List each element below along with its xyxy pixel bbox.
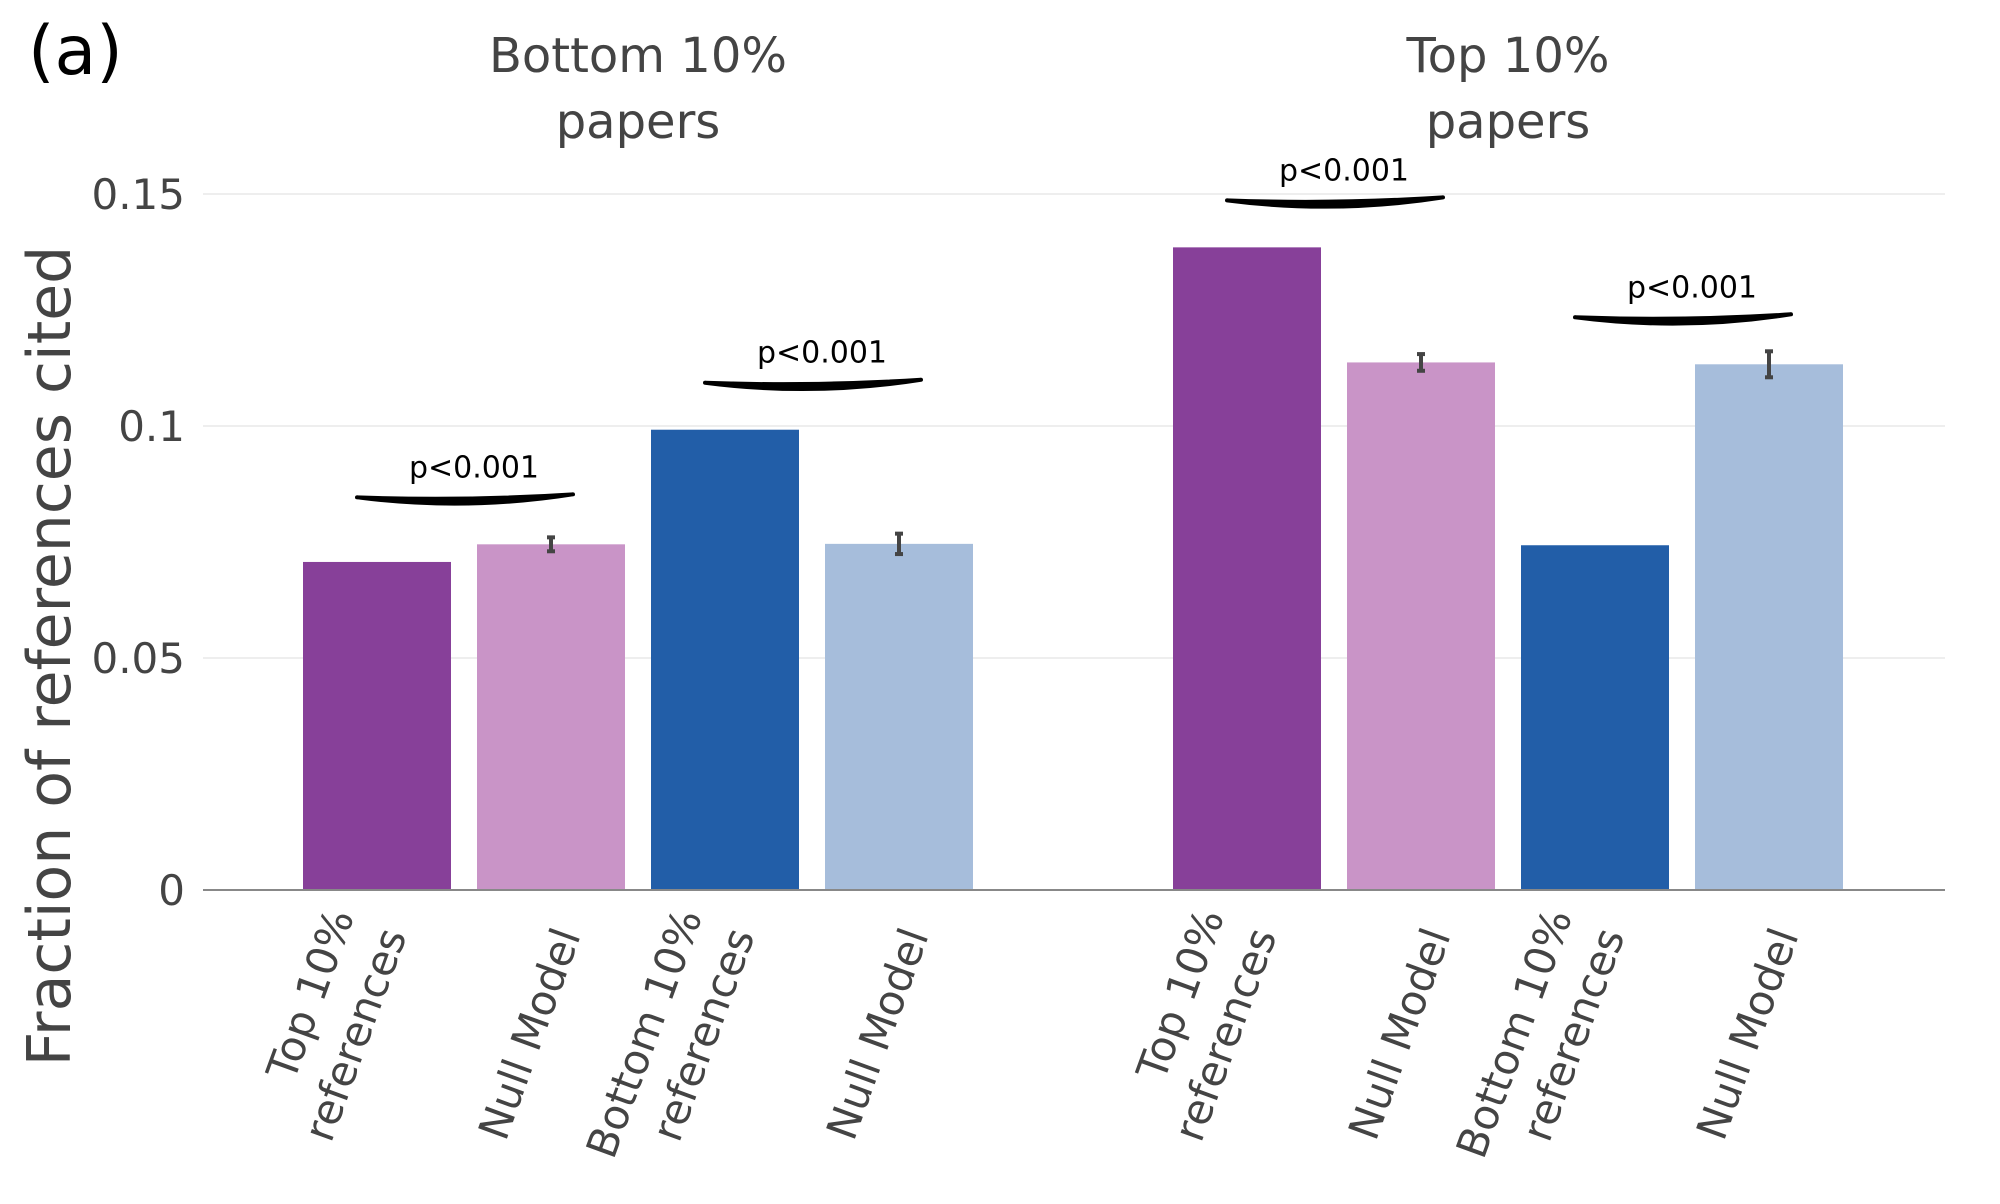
y-axis-label: Fraction of references cited (15, 246, 85, 1067)
x-tick-label: Null Model (817, 922, 939, 1146)
bar (1173, 247, 1321, 891)
error-bar (1765, 349, 1773, 380)
bar (477, 544, 625, 890)
significance-annotation: p<0.001 (1573, 270, 1793, 326)
y-tick-label: 0.05 (91, 634, 185, 683)
group-title-line: Bottom 10% (489, 28, 787, 84)
bar (651, 429, 799, 890)
group-title: Bottom 10% papers (489, 28, 787, 150)
p-value-label: p<0.001 (757, 336, 887, 371)
bar (303, 561, 451, 890)
grid-lines (203, 193, 1945, 659)
bars (303, 247, 1843, 891)
significance-bracket (355, 492, 575, 506)
x-tick-label: Null Model (1339, 922, 1461, 1146)
significance-annotation: p<0.001 (703, 336, 923, 392)
x-tick-label-line: Null Model (817, 922, 939, 1146)
x-tick-label: Null Model (469, 922, 591, 1146)
y-tick-label: 0.1 (118, 402, 185, 451)
p-value-label: p<0.001 (1627, 270, 1757, 305)
bar (825, 543, 973, 890)
group-title-line: papers (556, 94, 721, 150)
significance-annotation: p<0.001 (355, 450, 575, 506)
x-tick-label-line: Null Model (1339, 922, 1461, 1146)
group-title-line: Top 10% (1406, 28, 1610, 84)
x-tick-label-line: Null Model (469, 922, 591, 1146)
y-tick-label: 0 (158, 866, 185, 915)
x-tick-label-line: Null Model (1687, 922, 1809, 1146)
bar (1347, 362, 1495, 890)
group-titles: Bottom 10% papers Top 10% papers (489, 28, 1609, 150)
significance-bracket (1225, 195, 1445, 209)
bar (1521, 545, 1669, 890)
significance-bracket (1573, 312, 1793, 326)
p-value-label: p<0.001 (1279, 153, 1409, 188)
bar (1695, 364, 1843, 891)
significance-annotation: p<0.001 (1225, 153, 1445, 209)
x-tick-label: Null Model (1687, 922, 1809, 1146)
significance-annotations: p<0.001 p<0.001 p<0.001 p<0.001 (355, 153, 1793, 506)
error-bar (1417, 352, 1425, 373)
p-value-label: p<0.001 (409, 450, 539, 485)
error-bars (547, 349, 1773, 557)
panel-label: (a) (28, 12, 123, 91)
significance-bracket (703, 377, 923, 392)
group-title-line: papers (1426, 94, 1591, 150)
y-tick-label: 0.15 (91, 170, 185, 219)
error-bar (895, 531, 903, 557)
x-tick-label: Bottom 10%references (1447, 903, 1635, 1184)
error-bar (547, 535, 555, 554)
group-title: Top 10% papers (1406, 28, 1610, 150)
x-tick-label: Top 10%references (1112, 903, 1287, 1148)
y-tick-labels: 0 0.05 0.1 0.15 (91, 170, 185, 915)
x-tick-label: Bottom 10%references (577, 903, 765, 1184)
x-tick-label: Top 10%references (242, 903, 417, 1148)
